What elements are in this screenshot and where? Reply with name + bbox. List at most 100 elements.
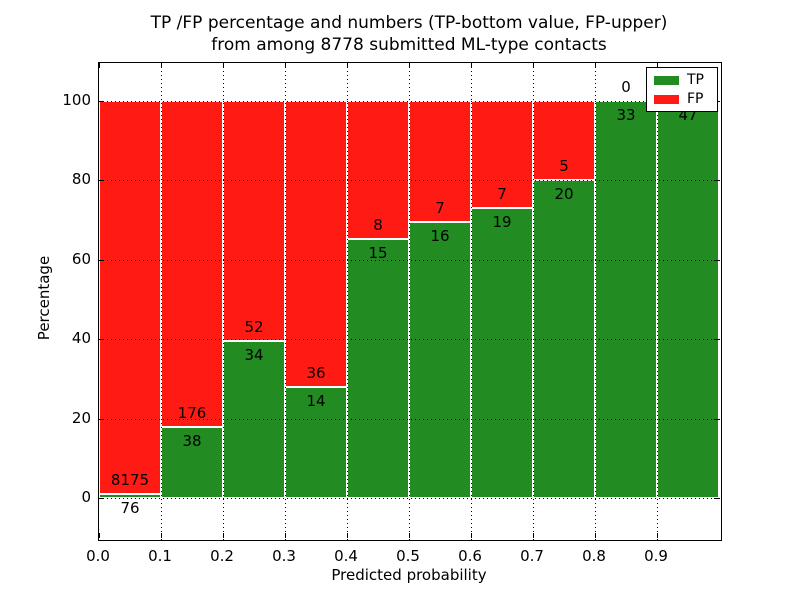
y-tick-label: 40 (71, 329, 91, 348)
tp-count-label: 19 (492, 212, 512, 231)
grid-line-vertical (595, 63, 596, 540)
fp-count-label: 36 (306, 363, 326, 382)
x-tick-mark (533, 63, 534, 68)
chart-title-line1: TP /FP percentage and numbers (TP-bottom… (150, 13, 668, 33)
fp-count-label: 8 (373, 216, 383, 235)
x-tick-mark (223, 63, 224, 68)
bar-segment-tp (657, 101, 719, 498)
bar-segment-fp (99, 101, 161, 495)
x-tick-mark (533, 533, 534, 538)
y-tick-mark (714, 418, 719, 420)
tp-count-label: 14 (306, 391, 326, 410)
bar-segment-fp (347, 101, 409, 240)
y-tick-mark (714, 498, 719, 499)
x-tick-mark (471, 533, 472, 538)
tp-count-label: 33 (616, 106, 636, 124)
chart-title: TP /FP percentage and numbers (TP-bottom… (151, 12, 668, 56)
bar-segment-fp (285, 101, 347, 387)
y-tick-mark (99, 339, 104, 341)
fp-count-label: 0 (621, 78, 631, 96)
fp-count-label: 52 (244, 318, 264, 337)
y-tick-mark (99, 498, 104, 499)
grid-line-horizontal (99, 498, 721, 499)
x-tick-mark (595, 533, 596, 538)
bar-segment-fp (161, 101, 223, 428)
fp-count-label: 7 (435, 198, 445, 217)
x-tick-label: 0.1 (148, 547, 172, 565)
x-tick-label: 0.0 (86, 547, 110, 565)
x-tick-mark (471, 63, 472, 68)
bar-segment-fp (533, 101, 595, 181)
grid-line-vertical (285, 63, 286, 540)
x-tick-mark (657, 533, 658, 538)
x-tick-mark (99, 63, 100, 68)
bar-segment-tp (409, 221, 471, 498)
grid-line-horizontal (99, 259, 721, 261)
grid-line-vertical (657, 63, 658, 540)
bar-segment-fp (471, 101, 533, 208)
y-tick-label: 100 (62, 91, 91, 109)
x-tick-label: 0.6 (458, 547, 482, 565)
x-axis-label: Predicted probability (331, 566, 487, 584)
x-tick-label: 0.4 (334, 547, 358, 565)
x-tick-label: 0.2 (210, 547, 234, 565)
x-tick-label: 0.9 (644, 547, 668, 565)
legend-label-fp: FP (687, 91, 704, 107)
y-tick-mark (99, 101, 104, 102)
legend-entry-fp: FP (654, 92, 710, 106)
x-tick-mark (161, 63, 162, 68)
x-tick-mark (223, 533, 224, 538)
x-tick-mark (657, 63, 658, 68)
grid-line-horizontal (99, 101, 721, 102)
y-axis-label: Percentage (35, 255, 53, 341)
x-tick-mark (99, 533, 100, 538)
tp-count-label: 20 (554, 185, 574, 204)
legend: TP FP (646, 67, 718, 112)
tp-count-label: 76 (120, 499, 140, 518)
legend-swatch-fp (654, 94, 679, 104)
grid-line-vertical (223, 63, 224, 540)
bar-segment-tp (99, 494, 161, 498)
y-tick-mark (99, 259, 104, 261)
x-tick-mark (285, 63, 286, 68)
grid-line-vertical (471, 63, 472, 540)
x-tick-label: 0.7 (520, 547, 544, 565)
x-tick-label: 0.3 (272, 547, 296, 565)
x-tick-mark (347, 63, 348, 68)
chart-title-line2: from among 8778 submitted ML-type contac… (211, 35, 607, 55)
legend-swatch-tp (654, 75, 679, 85)
grid-line-vertical (161, 63, 162, 540)
grid-line-horizontal (99, 180, 721, 182)
grid-line-horizontal (99, 339, 721, 341)
legend-entry-tp: TP (654, 73, 710, 87)
tp-count-label: 15 (368, 244, 388, 263)
y-tick-mark (714, 339, 719, 341)
y-tick-label: 0 (81, 488, 91, 506)
y-tick-label: 60 (71, 249, 91, 268)
bar-segment-tp (285, 386, 347, 498)
fp-count-label: 8175 (110, 471, 150, 490)
x-tick-mark (285, 533, 286, 538)
x-tick-label: 0.5 (396, 547, 420, 565)
grid-line-vertical (409, 63, 410, 540)
tp-count-label: 34 (244, 346, 264, 365)
y-tick-label: 20 (71, 408, 91, 427)
tp-count-label: 16 (430, 226, 450, 245)
tp-count-label: 38 (182, 432, 202, 451)
x-tick-mark (409, 63, 410, 68)
bar-segment-tp (347, 239, 409, 498)
x-tick-mark (595, 63, 596, 68)
bar-segment-fp (223, 101, 285, 342)
grid-line-vertical (347, 63, 348, 540)
x-tick-label: 0.8 (582, 547, 606, 565)
y-tick-mark (714, 180, 719, 182)
legend-label-tp: TP (687, 72, 704, 88)
y-tick-mark (99, 418, 104, 420)
y-tick-mark (714, 259, 719, 261)
bar-segment-tp (161, 427, 223, 498)
grid-line-horizontal (99, 418, 721, 420)
bar-segment-tp (471, 207, 533, 498)
grid-line-vertical (533, 63, 534, 540)
fp-count-label: 5 (559, 157, 569, 176)
